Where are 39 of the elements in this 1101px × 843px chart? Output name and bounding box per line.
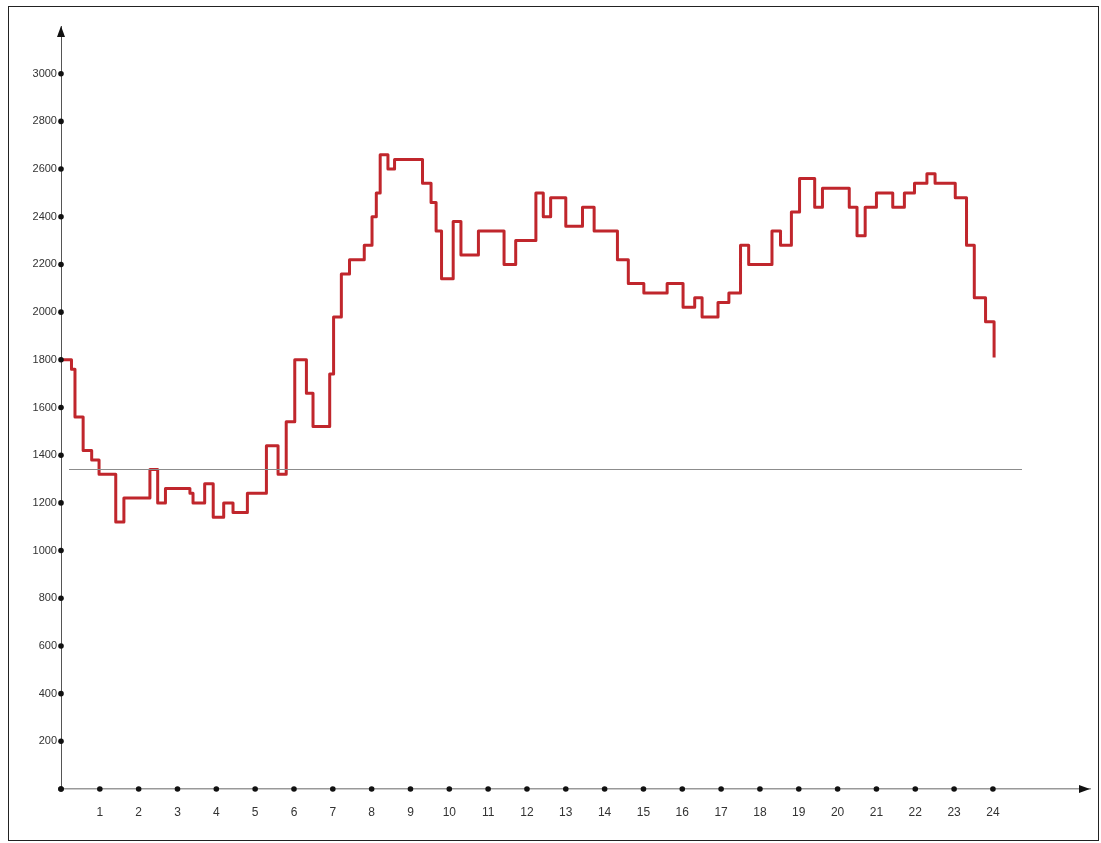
x-tick-label: 23 <box>947 804 962 819</box>
x-tick-label: 22 <box>908 804 923 819</box>
x-tick-label: 11 <box>481 804 495 819</box>
x-tick-label: 20 <box>830 804 845 819</box>
x-tick-label: 6 <box>290 804 298 819</box>
y-tick-label: 1000 <box>32 543 57 556</box>
x-tick-label: 5 <box>251 804 259 819</box>
x-tick-label: 8 <box>368 804 376 819</box>
y-tick-label: 1200 <box>32 495 57 508</box>
x-tick-label: 4 <box>212 804 220 819</box>
y-tick-label: 400 <box>38 686 57 699</box>
x-tick-label: 7 <box>329 804 337 819</box>
y-tick-label: 2400 <box>32 209 57 222</box>
y-tick-label: 1600 <box>32 400 57 413</box>
x-tick-label: 14 <box>597 804 612 819</box>
y-tick-label: 600 <box>38 638 57 651</box>
x-tick-label: 12 <box>520 804 534 819</box>
x-tick-label: 10 <box>442 804 457 819</box>
x-tick-label: 17 <box>714 804 729 819</box>
y-tick-label: 1400 <box>32 448 57 461</box>
x-tick-label: 3 <box>174 804 182 819</box>
y-tick-label: 2200 <box>32 257 57 270</box>
x-tick-label: 15 <box>636 804 651 819</box>
x-tick-label: 16 <box>675 804 690 819</box>
x-tick-label: 21 <box>869 804 884 819</box>
y-tick-label: 2800 <box>32 114 57 127</box>
x-tick-label: 1 <box>96 804 104 819</box>
x-tick-label: 13 <box>559 804 573 819</box>
x-tick-label: 19 <box>792 804 806 819</box>
x-tick-label: 24 <box>986 804 1000 819</box>
x-tick-label: 18 <box>753 804 767 819</box>
y-tick-label: 3000 <box>32 66 57 79</box>
y-tick-label: 200 <box>38 734 57 747</box>
x-tick-label: 2 <box>135 804 143 819</box>
y-tick-label: 800 <box>38 591 57 604</box>
y-tick-label: 2000 <box>32 305 57 318</box>
x-tick-label: 9 <box>407 804 415 819</box>
y-tick-label: 2600 <box>32 162 57 175</box>
y-tick-label: 1800 <box>32 352 57 365</box>
